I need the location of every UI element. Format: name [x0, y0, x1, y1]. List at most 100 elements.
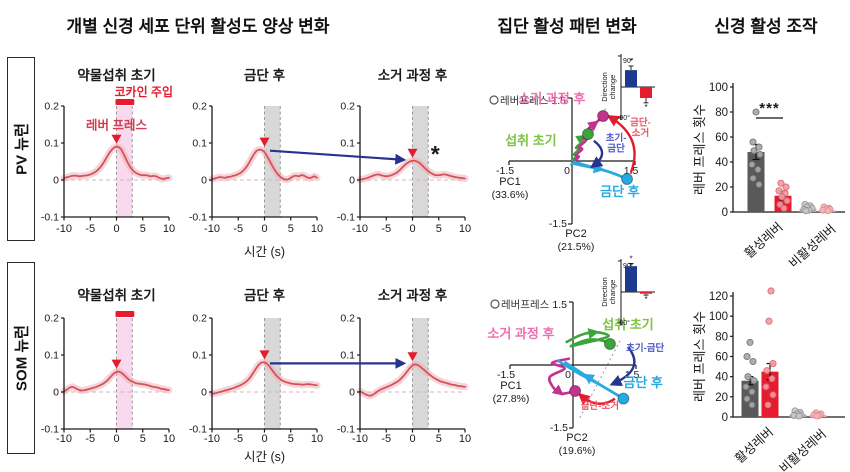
trace-1-1-lever-press-marker — [259, 350, 270, 360]
trace-0-1-xtick-label: -10 — [204, 223, 220, 235]
barchart-0-datapoint-0-7 — [749, 174, 757, 182]
trace-0-1-time-axis-label: 시간 (s) — [244, 245, 285, 259]
pca-1-phase-label-1: 소거 과정 후 — [487, 326, 554, 341]
direction-inset-0-mark-1: * — [644, 103, 647, 112]
barchart-1-datapoint-0-8 — [748, 401, 756, 409]
trace-1-2-xtick-label: -5 — [381, 433, 391, 445]
barchart-0-datapoint-2-6 — [802, 207, 810, 215]
trace-0-0-xtick-label: 5 — [140, 223, 146, 235]
trace-1-0-xtick-label: 10 — [163, 433, 175, 445]
barchart-1-datapoint-0-5 — [742, 383, 750, 391]
barchart-0-datapoint-1-4 — [778, 193, 786, 201]
pca-1-withdrawal-endpoint — [617, 392, 630, 405]
pca-1-pc1-percent: (27.8%) — [493, 393, 530, 405]
trace-0-0-ytick-label: 0.1 — [44, 138, 59, 150]
pca-0-pc1-percent: (33.6%) — [492, 189, 529, 201]
pca-0-legend-circle-icon — [489, 95, 499, 105]
trace-1-0-lever-press-marker — [111, 359, 122, 369]
trace-0-2-significance-asterisk: * — [431, 141, 440, 167]
pca-1-withdrawal-trajectory-back — [564, 361, 625, 400]
barchart-1-datapoint-1-6 — [769, 391, 777, 399]
trace-0-1-title: 금단 후 — [244, 67, 286, 83]
trace-0-2-xtick-label: 0 — [409, 223, 415, 235]
barchart-1-datapoint-0-3 — [744, 373, 752, 381]
pca-1-phase-label-3: 초기-금단 — [626, 342, 664, 354]
trace-1-2-xtick-label: 0 — [409, 433, 415, 445]
trace-0-0-title: 약물섭취 초기 — [77, 67, 155, 83]
barchart-1-datapoint-0-6 — [748, 388, 756, 396]
row-label-box-pv: PV 뉴런 — [7, 57, 35, 241]
barchart-0-bar-0 — [747, 152, 765, 212]
trace-1-0-mean-trace — [63, 370, 170, 393]
trace-0-1-ytick-label: 0 — [201, 175, 207, 187]
pca-0-phase-label-2: 금단 후 — [600, 184, 640, 199]
trace-0-2-xtick-label: 10 — [459, 223, 471, 235]
pca-1-ytick-bottom: -1.5 — [550, 422, 568, 434]
pca-1-extinction-endpoint — [569, 385, 582, 398]
trace-0-1-xtick-label: 0 — [261, 223, 267, 235]
trace-0-2-title: 소거 과정 후 — [378, 67, 448, 83]
pca-1-pc1-label: PC1 — [500, 380, 521, 392]
trace-1-0-ytick-label: 0.1 — [44, 350, 59, 362]
barchart-1-datapoint-2-5 — [795, 412, 803, 420]
trace-1-2-title: 소거 과정 후 — [378, 287, 448, 303]
barchart-0-ytick-label: 60 — [715, 132, 728, 144]
barchart-1-datapoint-1-4 — [768, 375, 776, 383]
trace-1-1-xtick-label: -10 — [204, 433, 220, 445]
barchart-0-datapoint-0-5 — [748, 160, 756, 169]
pca-0-early-to-withdrawal-arrow — [590, 139, 604, 169]
pca-0-phase-label-4: 금단-소거 — [630, 116, 651, 139]
trace-0-0-ytick-label: 0.2 — [44, 101, 59, 113]
pca-1-intake-trajectory-arrowhead — [587, 328, 600, 339]
trace-0-0-xtick-label: -10 — [56, 223, 72, 235]
pca-1-early-to-withdrawal-arrow — [609, 346, 636, 386]
pca-0-ytick-top: 1.5 — [551, 95, 566, 107]
trace-0-0-ytick-label: 0 — [53, 175, 59, 187]
trace-0-2-xtick-label: 5 — [436, 223, 442, 235]
trace-1-0-xtick-label: -10 — [56, 433, 72, 445]
barchart-1-ytick-label: 40 — [715, 372, 728, 384]
direction-inset-1-bar-0 — [625, 266, 637, 292]
barchart-1-ylabel: 레버 프레스 횟수 — [692, 311, 707, 402]
trace-1-0-ytick-label: -0.1 — [41, 424, 59, 436]
header-individual-activity: 개별 신경 세포 단위 활성도 양상 변화 — [66, 17, 330, 36]
trace-0-1-mean-trace — [211, 148, 318, 181]
barchart-1-ytick-label: 120 — [709, 291, 728, 303]
barchart-0-sig-stars: *** — [759, 100, 780, 117]
trace-0-0-xtick-label: 0 — [113, 223, 119, 235]
barchart-1-datapoint-0-1 — [743, 352, 751, 361]
pca-0-pc2-percent: (21.5%) — [558, 241, 595, 253]
transfer-arrow-row0 — [269, 149, 407, 165]
trace-1-2-shade-band — [412, 318, 429, 429]
direction-inset-1-top-tick-label: 90° — [623, 262, 634, 270]
trace-1-1-title: 금단 후 — [244, 287, 286, 303]
trace-0-1-ytick-label: 0.2 — [192, 101, 207, 113]
pca-0-origin-label: 0 — [564, 165, 570, 177]
pca-1-withdrawal-to-extinction-arrow — [577, 392, 616, 406]
pca-1-legend-label: 레버프레스 — [501, 299, 550, 311]
barchart-0-datapoint-0-4 — [756, 150, 764, 159]
trace-0-0-lever-press-marker — [111, 134, 122, 144]
barchart-1-datapoint-0-7 — [743, 395, 751, 403]
pca-1-withdrawal-trajectory-back-arrowhead — [582, 373, 597, 385]
trace-1-0-xtick-label: 5 — [140, 433, 146, 445]
direction-inset-1-mark-1: * — [644, 295, 647, 304]
trace-1-1-ytick-label: 0.2 — [192, 313, 207, 325]
barchart-0-ytick-label: 20 — [715, 182, 728, 194]
pca-0-pc1-label: PC1 — [499, 176, 520, 188]
barchart-0-datapoint-1-5 — [783, 197, 791, 205]
trace-0-0-lever-press-label: 레버 프레스 — [86, 118, 147, 133]
barchart-0-ytick-label: 40 — [715, 157, 728, 169]
trace-1-1-ytick-label: 0.1 — [192, 350, 207, 362]
trace-1-2-xtick-label: 5 — [436, 433, 442, 445]
pca-1-xtick-left: -1.5 — [497, 369, 515, 381]
barchart-0-datapoint-1-7 — [780, 204, 788, 212]
barchart-1-datapoint-0-2 — [749, 357, 757, 366]
barchart-0-datapoint-1-0 — [777, 179, 785, 187]
trace-0-2-xtick-label: -10 — [352, 223, 368, 235]
direction-inset-0-ylabel: Directionchange — [600, 72, 617, 102]
trace-1-2-ytick-label: -0.1 — [337, 424, 355, 436]
trace-0-2-ytick-label: 0.1 — [340, 138, 355, 150]
